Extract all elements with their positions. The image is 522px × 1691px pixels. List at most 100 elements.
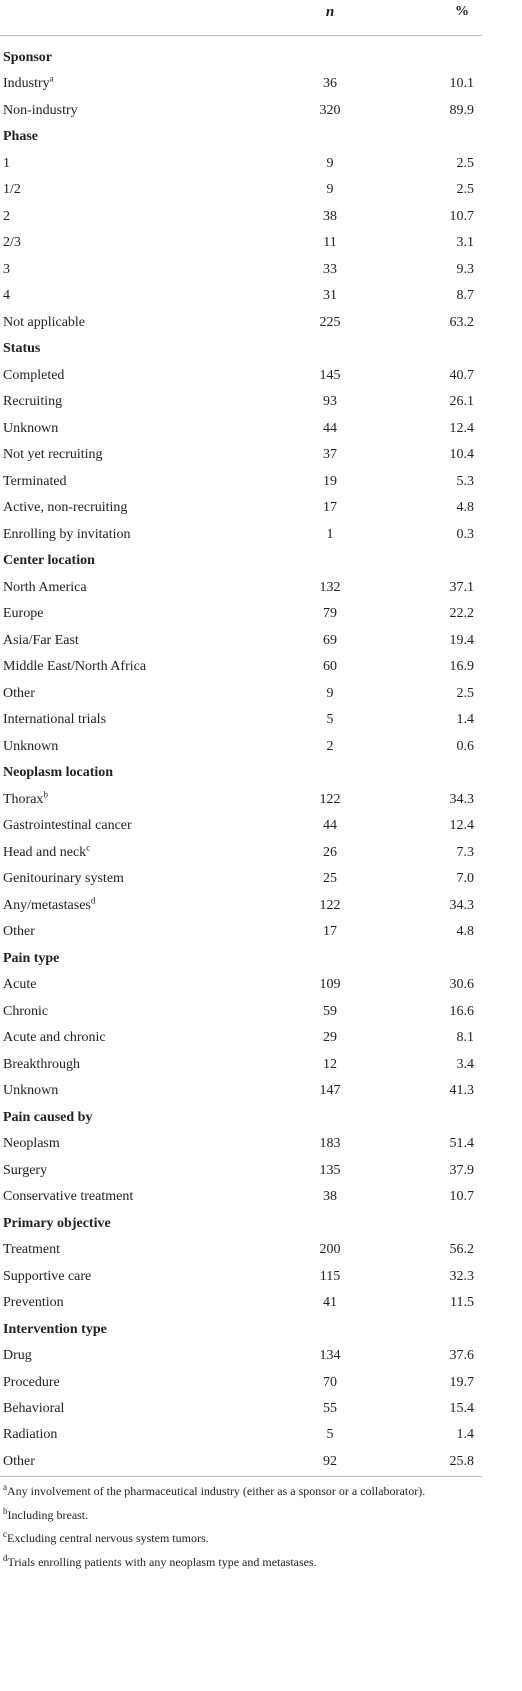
percent: 40.7 xyxy=(449,367,475,383)
footnote-marker: a xyxy=(3,1482,7,1492)
label-text: Recruiting xyxy=(3,394,63,410)
label-text: 2 xyxy=(3,208,10,224)
count: 145 xyxy=(319,367,341,383)
section-title: Center location xyxy=(3,553,95,569)
label-text: Thorax xyxy=(3,791,44,807)
label-text: Acute and chronic xyxy=(3,1030,106,1046)
percent: 3.1 xyxy=(456,235,475,251)
row-label: Europe xyxy=(3,605,43,623)
label-text: Supportive care xyxy=(3,1268,92,1284)
label-text: Industry xyxy=(3,76,50,92)
row-label: Neoplasm xyxy=(3,1135,60,1153)
label-text: Neoplasm xyxy=(3,1136,60,1152)
count: 36 xyxy=(323,76,337,92)
count: 225 xyxy=(319,314,341,330)
percent: 25.8 xyxy=(449,1453,475,1469)
percent: 22.2 xyxy=(449,606,475,622)
row-label: Prevention xyxy=(3,1294,64,1312)
row-label: 1 xyxy=(3,155,10,173)
count: 1 xyxy=(326,526,334,542)
label-text: 3 xyxy=(3,261,10,277)
percent: 7.3 xyxy=(456,844,475,860)
percent: 16.6 xyxy=(449,1003,475,1019)
row-label: Terminated xyxy=(3,473,67,491)
count: 17 xyxy=(323,924,337,940)
row-label: Procedure xyxy=(3,1374,60,1392)
percent: 63.2 xyxy=(449,314,475,330)
count: 60 xyxy=(323,659,337,675)
count: 11 xyxy=(323,235,337,251)
label-text: Asia/Far East xyxy=(3,632,79,648)
row-label: Head and neckc xyxy=(3,842,91,862)
count: 26 xyxy=(323,844,337,860)
count: 9 xyxy=(326,155,334,171)
footnote-marker: d xyxy=(90,895,96,906)
row-label: Any/metastasesd xyxy=(3,895,96,915)
percent: 0.3 xyxy=(456,526,475,542)
label-text: Other xyxy=(3,924,35,940)
percent: 32.3 xyxy=(449,1268,475,1284)
label-text: Europe xyxy=(3,606,44,622)
row-label: Drug xyxy=(3,1347,32,1365)
label-text: 4 xyxy=(3,288,10,304)
row-label: Active, non-recruiting xyxy=(3,499,127,517)
count: 59 xyxy=(323,1003,337,1019)
percent: 2.5 xyxy=(456,155,475,171)
count: 132 xyxy=(319,579,341,595)
label-text: Not yet recruiting xyxy=(3,447,103,463)
footnote: bIncluding breast. xyxy=(3,1506,88,1523)
section-title: Primary objective xyxy=(3,1215,111,1231)
percent: 10.7 xyxy=(449,208,475,224)
label-text: Head and neck xyxy=(3,844,87,860)
count: 122 xyxy=(319,897,341,913)
label-text: Any/metastases xyxy=(3,897,91,913)
percent: 51.4 xyxy=(449,1136,475,1152)
footnote: aAny involvement of the pharmaceutical i… xyxy=(3,1483,425,1499)
label-text: Surgery xyxy=(3,1162,48,1178)
percent: 4.8 xyxy=(456,500,475,516)
percent: 56.2 xyxy=(449,1242,475,1258)
percent: 15.4 xyxy=(449,1400,475,1416)
row-label: Other xyxy=(3,1453,35,1471)
percent: 8.1 xyxy=(456,1030,475,1046)
row-label: Radiation xyxy=(3,1426,57,1444)
percent: 37.1 xyxy=(449,579,475,595)
row-label: Completed xyxy=(3,367,64,385)
label-text: Not applicable xyxy=(3,314,86,330)
label-text: 2/3 xyxy=(3,235,21,251)
percent: 2.5 xyxy=(456,685,475,701)
percent: 37.9 xyxy=(449,1162,475,1178)
label-text: Other xyxy=(3,685,35,701)
count: 33 xyxy=(323,261,337,277)
count: 134 xyxy=(319,1348,341,1363)
count: 29 xyxy=(323,1030,337,1046)
count: 38 xyxy=(323,1189,337,1205)
count: 2 xyxy=(326,738,334,754)
footnote-marker: c xyxy=(86,842,91,853)
row-label: Unknown xyxy=(3,738,58,756)
percent: 37.6 xyxy=(449,1348,475,1363)
count: 69 xyxy=(323,632,337,648)
label-text: Enrolling by invitation xyxy=(3,526,131,542)
label-text: Gastrointestinal cancer xyxy=(3,818,132,834)
footnote-marker: d xyxy=(3,1552,8,1563)
footnote-text: Trials enrolling patients with any neopl… xyxy=(7,1554,317,1569)
count: 109 xyxy=(319,977,341,993)
count: 79 xyxy=(323,606,337,622)
row-label: Treatment xyxy=(3,1241,60,1259)
count: 31 xyxy=(323,288,337,304)
percent: 34.3 xyxy=(449,791,475,807)
percent: 2.5 xyxy=(456,182,475,198)
footnote-marker: b xyxy=(43,789,48,800)
row-label: 2/3 xyxy=(3,234,21,252)
section-title: Phase xyxy=(3,129,38,145)
count: 38 xyxy=(323,208,337,224)
footnote-text: Excluding central nervous system tumors. xyxy=(7,1531,209,1545)
percent: 5.3 xyxy=(456,473,475,489)
row-label: Conservative treatment xyxy=(3,1188,133,1206)
percent: 9.3 xyxy=(456,261,475,277)
count: 70 xyxy=(323,1374,337,1390)
row-label: Acute xyxy=(3,976,36,994)
row-label: Gastrointestinal cancer xyxy=(3,817,132,835)
count: 122 xyxy=(319,791,341,807)
